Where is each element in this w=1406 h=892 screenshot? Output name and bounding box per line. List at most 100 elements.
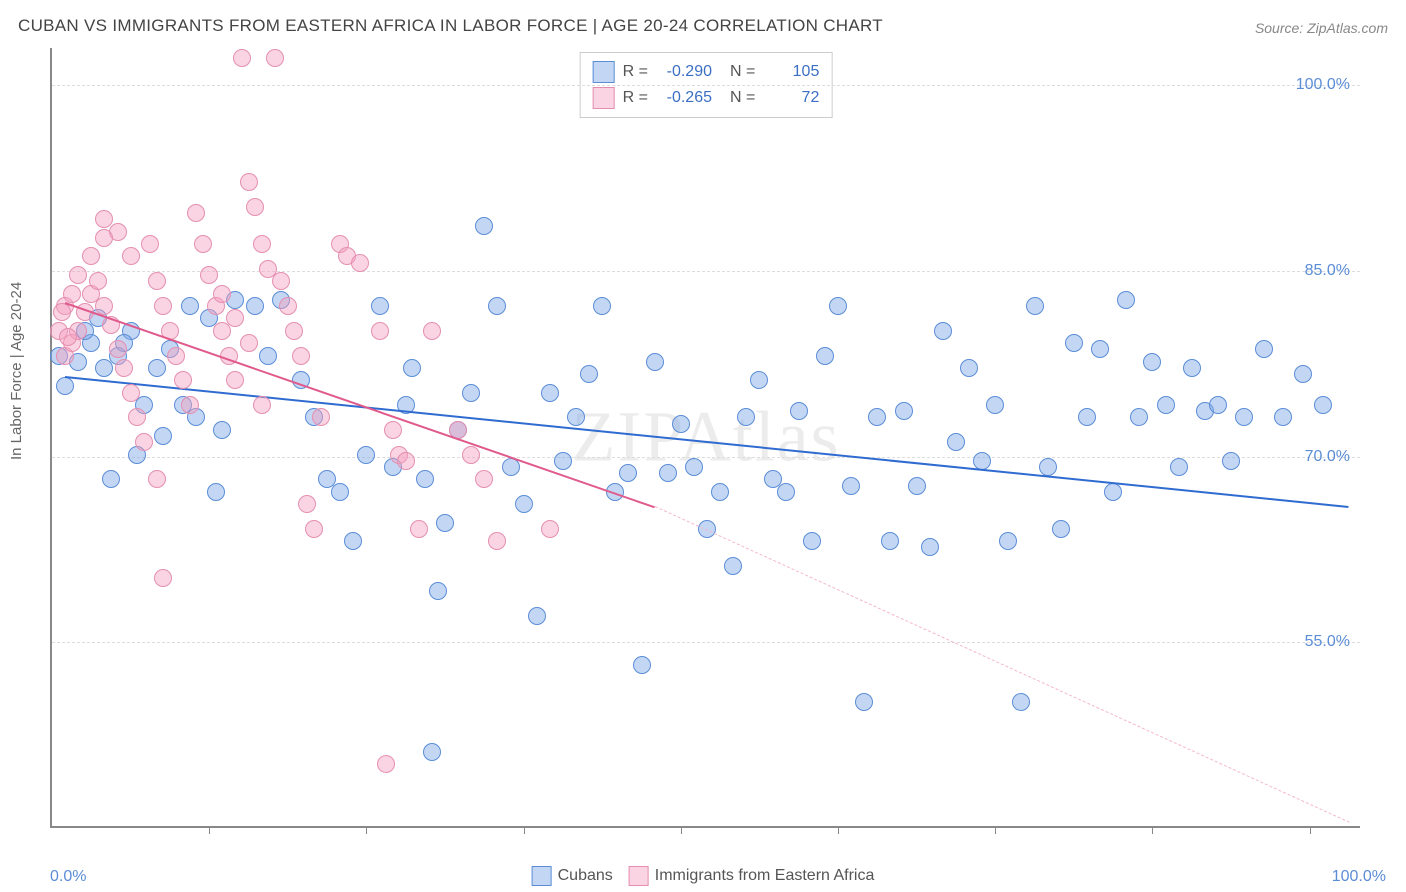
scatter-point <box>973 452 991 470</box>
scatter-point <box>403 359 421 377</box>
scatter-point <box>1235 408 1253 426</box>
scatter-point <box>174 371 192 389</box>
scatter-point <box>371 322 389 340</box>
scatter-point <box>226 309 244 327</box>
gridline <box>52 85 1360 86</box>
scatter-point <box>53 303 71 321</box>
scatter-point <box>462 446 480 464</box>
scatter-point <box>947 433 965 451</box>
scatter-point <box>102 470 120 488</box>
scatter-point <box>148 470 166 488</box>
scatter-point <box>646 353 664 371</box>
x-tick <box>681 826 682 834</box>
scatter-point <box>410 520 428 538</box>
scatter-point <box>816 347 834 365</box>
scatter-point <box>135 433 153 451</box>
stats-row: R = -0.290 N = 105 <box>593 59 820 85</box>
x-axis-min-label: 0.0% <box>50 868 86 886</box>
scatter-point <box>207 483 225 501</box>
scatter-point <box>253 396 271 414</box>
legend-item: Immigrants from Eastern Africa <box>629 866 875 886</box>
scatter-point <box>960 359 978 377</box>
scatter-point <box>1222 452 1240 470</box>
scatter-point <box>934 322 952 340</box>
scatter-point <box>259 347 277 365</box>
scatter-point <box>240 334 258 352</box>
scatter-point <box>895 402 913 420</box>
scatter-point <box>1143 353 1161 371</box>
scatter-point <box>554 452 572 470</box>
scatter-point <box>1026 297 1044 315</box>
scatter-point <box>1130 408 1148 426</box>
scatter-point <box>59 328 77 346</box>
scatter-point <box>141 235 159 253</box>
n-value: 72 <box>763 89 819 107</box>
scatter-point <box>89 272 107 290</box>
scatter-point <box>63 285 81 303</box>
scatter-point <box>790 402 808 420</box>
r-label: R = <box>623 63 648 81</box>
scatter-point <box>593 297 611 315</box>
scatter-point <box>200 266 218 284</box>
scatter-point <box>154 427 172 445</box>
scatter-point <box>1104 483 1122 501</box>
scatter-point <box>1078 408 1096 426</box>
x-tick <box>1152 826 1153 834</box>
r-value: -0.265 <box>656 89 712 107</box>
scatter-point <box>285 322 303 340</box>
x-tick <box>209 826 210 834</box>
scatter-point <box>1117 291 1135 309</box>
scatter-point <box>167 347 185 365</box>
scatter-point <box>541 384 559 402</box>
scatter-point <box>266 49 284 67</box>
scatter-point <box>777 483 795 501</box>
series-legend: Cubans Immigrants from Eastern Africa <box>532 866 875 886</box>
scatter-point <box>436 514 454 532</box>
scatter-point <box>567 408 585 426</box>
correlation-chart: CUBAN VS IMMIGRANTS FROM EASTERN AFRICA … <box>0 0 1406 892</box>
legend-item: Cubans <box>532 866 613 886</box>
scatter-point <box>633 656 651 674</box>
plot-area: ZIPAtlas R =-0.290N =105R =-0.265N =72 5… <box>50 48 1360 828</box>
scatter-point <box>305 520 323 538</box>
scatter-point <box>95 297 113 315</box>
scatter-point <box>1039 458 1057 476</box>
scatter-point <box>750 371 768 389</box>
gridline <box>52 642 1360 643</box>
scatter-point <box>423 322 441 340</box>
scatter-point <box>384 421 402 439</box>
legend-swatch <box>593 61 615 83</box>
scatter-point <box>154 569 172 587</box>
scatter-point <box>619 464 637 482</box>
legend-label: Cubans <box>558 867 613 884</box>
scatter-point <box>1255 340 1273 358</box>
scatter-point <box>855 693 873 711</box>
scatter-point <box>829 297 847 315</box>
scatter-point <box>881 532 899 550</box>
scatter-point <box>488 532 506 550</box>
scatter-point <box>246 198 264 216</box>
scatter-point <box>1091 340 1109 358</box>
y-tick-label: 70.0% <box>1305 448 1350 466</box>
stats-row: R =-0.265N =72 <box>593 85 820 111</box>
scatter-point <box>724 557 742 575</box>
gridline <box>52 271 1360 272</box>
legend-swatch <box>593 87 615 109</box>
scatter-point <box>351 254 369 272</box>
legend-swatch <box>532 866 552 886</box>
scatter-point <box>999 532 1017 550</box>
scatter-point <box>194 235 212 253</box>
n-label: N = <box>730 63 755 81</box>
y-tick-label: 100.0% <box>1296 76 1350 94</box>
scatter-point <box>1183 359 1201 377</box>
scatter-point <box>908 477 926 495</box>
scatter-point <box>541 520 559 538</box>
scatter-point <box>344 532 362 550</box>
scatter-point <box>842 477 860 495</box>
x-tick <box>524 826 525 834</box>
scatter-point <box>56 377 74 395</box>
scatter-point <box>371 297 389 315</box>
r-value: -0.290 <box>656 63 712 81</box>
scatter-point <box>475 470 493 488</box>
n-value: 105 <box>763 63 819 81</box>
